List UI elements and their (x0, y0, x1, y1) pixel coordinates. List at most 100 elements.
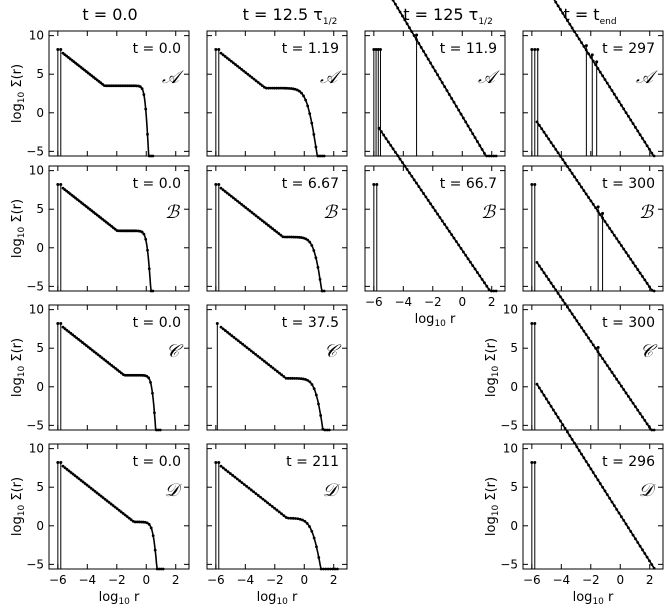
profile-point (304, 378, 307, 381)
profile-point (232, 335, 236, 339)
profile-point (561, 298, 565, 302)
profile-point (537, 123, 541, 127)
profile-point (580, 452, 583, 456)
profile-point (306, 238, 310, 242)
profile-point (433, 209, 437, 213)
x-tick-label: −2 (266, 573, 284, 587)
profile-point (419, 188, 423, 192)
profile-point (405, 22, 409, 26)
profile-point (429, 61, 432, 65)
profile-point (615, 96, 619, 100)
panel-model-label: 𝒟 (323, 480, 341, 501)
profile-point (573, 30, 576, 34)
panel-D2: −6 −4 −2 0 2 log10 r t = 211 𝒟 (206, 443, 348, 607)
profile-point (556, 4, 560, 8)
profile-point (648, 425, 651, 429)
profile-point (476, 140, 479, 143)
profile-point (631, 401, 635, 405)
panel-time-label: t = 296 (602, 454, 655, 470)
profile-point (129, 518, 133, 522)
profile-point (417, 185, 421, 188)
profile-line (62, 52, 153, 157)
profile-point (308, 112, 312, 115)
spike-point (217, 461, 221, 465)
panel-frame (206, 30, 348, 157)
spike-point (536, 48, 540, 52)
panel-model-label: 𝒟 (165, 480, 183, 501)
profile-point (108, 362, 112, 366)
profile-point (535, 120, 539, 124)
profile-point (226, 330, 229, 334)
profile-point (230, 334, 234, 338)
profile-point (65, 328, 69, 332)
profile-point (615, 237, 619, 241)
profile-point (471, 264, 475, 267)
spike-point (217, 48, 221, 52)
profile-point (144, 107, 148, 111)
profile-point (156, 428, 160, 432)
x-axis-label: log10 r (573, 590, 614, 607)
spike-point (601, 211, 605, 215)
profile-point (291, 235, 295, 239)
profile-point (269, 364, 273, 368)
profile-point (563, 161, 567, 165)
panel-time-label: t = 0.0 (133, 315, 181, 331)
profile-point (302, 94, 305, 98)
profile-point (119, 371, 123, 375)
profile-point (111, 504, 115, 507)
profile-point (273, 86, 277, 90)
profile-point (155, 567, 159, 571)
profile-point (275, 86, 279, 90)
profile-line (220, 52, 325, 157)
profile-point (264, 222, 268, 226)
profile-point (419, 45, 423, 49)
profile-point (61, 325, 65, 329)
profile-point (265, 361, 268, 365)
profile-point (492, 289, 496, 293)
profile-point (629, 398, 633, 402)
profile-point (270, 505, 274, 508)
profile-point (549, 281, 553, 285)
y-tick-label: 0 (36, 241, 44, 255)
profile-point (267, 363, 271, 367)
profile-point (228, 332, 232, 336)
profile-point (468, 260, 472, 264)
profile-point (468, 128, 472, 132)
profile-point (245, 484, 249, 488)
profile-point (626, 254, 630, 258)
profile-point (106, 360, 110, 364)
profile-point (577, 449, 581, 452)
profile-point (386, 140, 390, 144)
profile-point (485, 154, 489, 158)
profile-point (291, 376, 294, 380)
profile-point (231, 196, 235, 200)
panel-time-label: t = 37.5 (282, 315, 339, 331)
spike-point (596, 205, 600, 209)
profile-point (303, 519, 307, 523)
profile-point (147, 267, 151, 271)
profile-point (438, 216, 442, 219)
profile-point (619, 515, 623, 519)
profile-point (234, 63, 237, 66)
profile-point (603, 489, 607, 493)
profile-point (650, 288, 654, 292)
profile-point (256, 354, 260, 358)
profile-point (105, 499, 109, 503)
profile-point (554, 412, 558, 416)
profile-point (652, 289, 656, 293)
profile-point (568, 168, 572, 172)
profile-point (254, 492, 258, 496)
profile-point (459, 247, 463, 250)
profile-point (221, 53, 225, 57)
profile-point (223, 190, 227, 193)
profile-point (223, 329, 227, 332)
y-tick-label: 5 (510, 341, 518, 355)
profile-point (631, 533, 635, 537)
profile-point (79, 339, 82, 343)
profile-point (254, 353, 258, 356)
profile-point (410, 174, 414, 178)
profile-point (575, 33, 579, 37)
profile-point (296, 517, 300, 521)
y-tick-label: −5 (500, 418, 518, 432)
